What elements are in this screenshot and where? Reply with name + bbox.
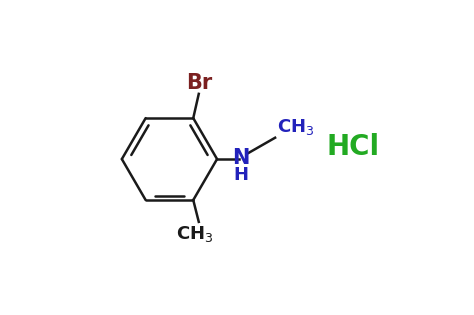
Text: Br: Br <box>186 73 212 93</box>
Text: CH$_3$: CH$_3$ <box>176 224 214 244</box>
Text: H: H <box>233 166 248 184</box>
Text: CH$_3$: CH$_3$ <box>277 117 314 136</box>
Text: HCl: HCl <box>327 133 380 161</box>
Text: N: N <box>232 148 250 168</box>
